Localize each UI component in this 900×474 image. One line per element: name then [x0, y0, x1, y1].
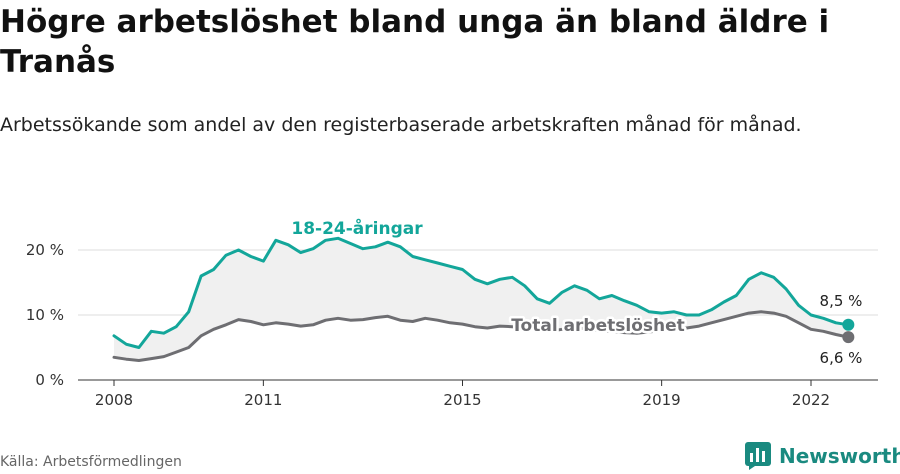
end-value-label-total: 6,6 %: [820, 349, 863, 367]
y-tick-label: 0 %: [35, 371, 64, 389]
end-value-label-youth: 8,5 %: [820, 292, 863, 310]
y-tick-label: 10 %: [26, 306, 64, 324]
series-labels: 18-24-åringar Total arbetslöshet 8,5 % 6,6 …: [289, 215, 863, 368]
x-tick-label: 2008: [95, 391, 133, 409]
series-end-dot-youth: [842, 318, 855, 331]
axis-ticks: 0 % 10 % 20 % 2008 2011 2015 2019 2022: [26, 241, 830, 409]
series-label-youth: 18-24-åringar: [291, 217, 423, 239]
series-line-total: [112, 310, 850, 362]
y-tick-label: 20 %: [26, 241, 64, 259]
series-lines: [112, 236, 855, 362]
x-tick-label: 2022: [792, 391, 830, 409]
bar-chart-logo-icon: [745, 442, 771, 470]
brand-name: Newsworthy: [779, 444, 900, 468]
series-line-youth: [112, 236, 850, 349]
chart-subtitle: Arbetssökande som andel av den registerb…: [0, 114, 802, 136]
brand-logo: Newsworthy: [745, 441, 900, 471]
chart-title: Högre arbetslöshet bland unga än bland ä…: [0, 4, 830, 80]
source-note: Källa: Arbetsförmedlingen: [0, 454, 182, 470]
x-tick-label: 2019: [643, 391, 681, 409]
series-label-total: Total arbetslöshet: [511, 316, 685, 336]
series-end-dot-total: [842, 331, 855, 344]
x-tick-label: 2011: [244, 391, 282, 409]
x-tick-label: 2015: [443, 391, 481, 409]
